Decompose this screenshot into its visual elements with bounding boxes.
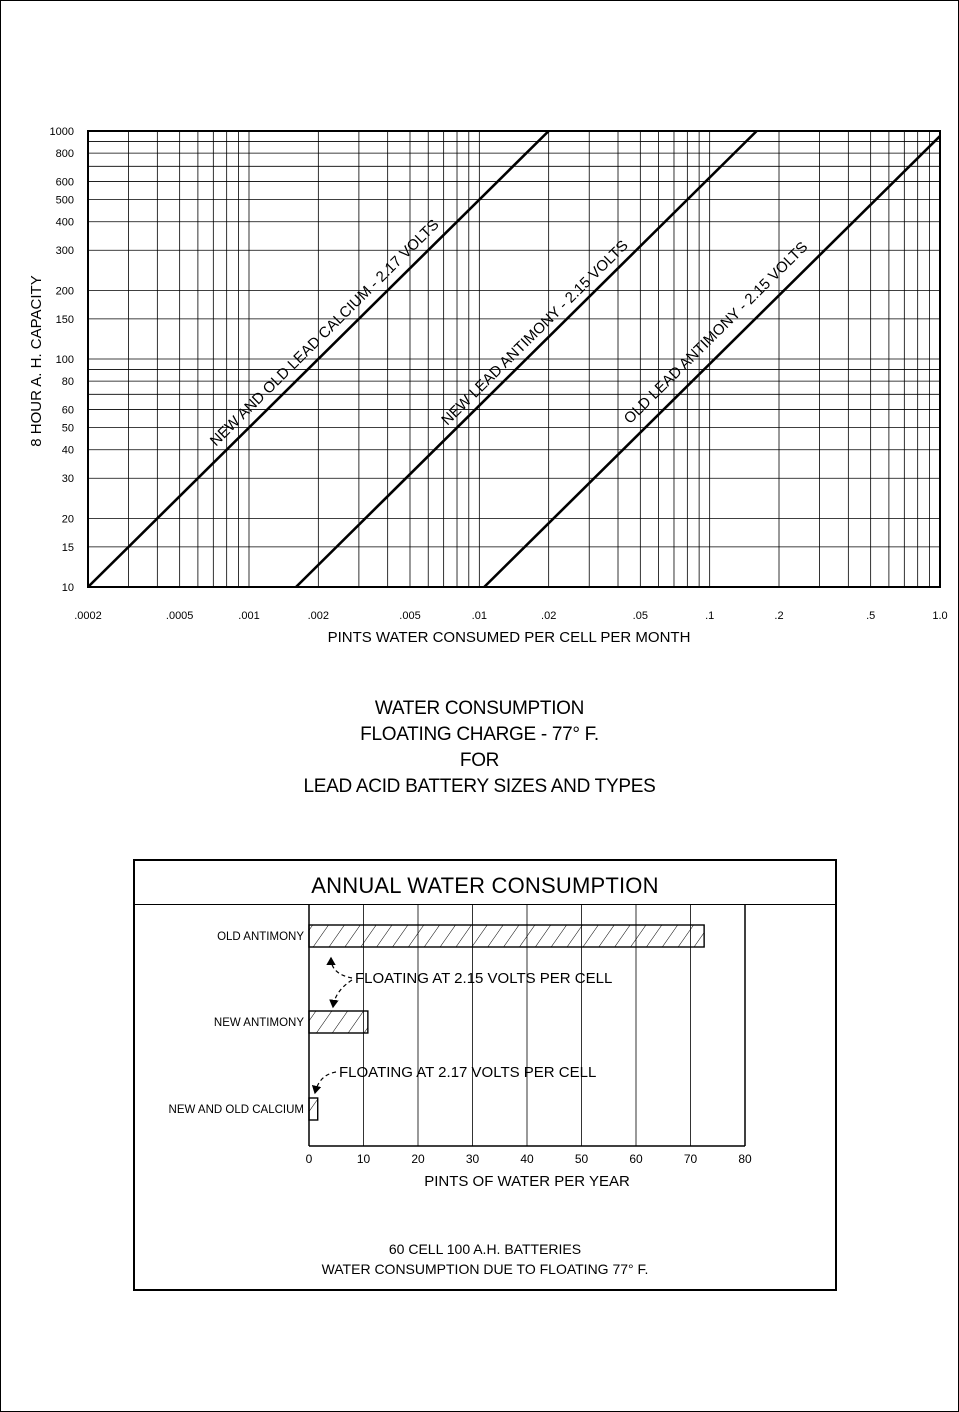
annotation-2-15-volts: FLOATING AT 2.15 VOLTS PER CELL: [355, 970, 612, 987]
y-tick-label: 1000: [50, 126, 74, 138]
y-tick-label: 200: [56, 285, 74, 297]
y-tick-label: 60: [62, 405, 74, 417]
category-label: OLD ANTIMONY: [217, 931, 304, 943]
bar-1: [308, 924, 705, 948]
series-line-1: [87, 130, 550, 588]
bar-3: [308, 1097, 319, 1121]
y-tick-label: 20: [62, 513, 74, 525]
bar-x-tick-label: 30: [466, 1152, 480, 1166]
bar-x-axis-label: PINTS OF WATER PER YEAR: [424, 1173, 630, 1190]
x-tick-label: .2: [774, 610, 783, 622]
y-tick-label: 150: [56, 314, 74, 326]
plot-frame: [87, 130, 941, 588]
bar-x-tick-label: 60: [629, 1152, 643, 1166]
x-tick-label: 1.0: [932, 610, 947, 622]
annual-consumption-panel: ANNUAL WATER CONSUMPTION OLD ANTIMONY NEW…: [133, 859, 837, 1291]
series-line-2: [295, 130, 758, 588]
x-tick-label: .0005: [166, 610, 194, 622]
bar-x-tick-label: 0: [306, 1152, 313, 1166]
y-tick-label: 300: [56, 245, 74, 257]
caption-line-1: WATER CONSUMPTION: [374, 698, 585, 719]
y-tick-label: 30: [62, 473, 74, 485]
x-tick-label: .05: [633, 610, 648, 622]
bar-x-tick-label: 20: [411, 1152, 425, 1166]
y-tick-label: 50: [62, 423, 74, 435]
footer-line-2: WATER CONSUMPTION DUE TO FLOATING 77° F.: [321, 1261, 649, 1277]
y-tick-label: 500: [56, 195, 74, 207]
bar-chart: OLD ANTIMONY NEW ANTIMONY NEW AND OLD CALC…: [169, 904, 752, 1190]
annotation-arrow-calcium: [311, 1071, 337, 1095]
bar-x-tick-label: 50: [575, 1152, 589, 1166]
annotation-2-17-volts: FLOATING AT 2.17 VOLTS PER CELL: [339, 1064, 596, 1081]
bar-chart-title: ANNUAL WATER CONSUMPTION: [311, 873, 659, 898]
bar-x-tick-label: 10: [357, 1152, 371, 1166]
category-label: NEW AND OLD CALCIUM: [169, 1104, 304, 1116]
x-tick-label: .001: [238, 610, 259, 622]
y-tick-label: 600: [56, 177, 74, 189]
x-tick-label: .005: [399, 610, 420, 622]
y-tick-label: 40: [62, 445, 74, 457]
y-tick-label: 10: [62, 582, 74, 594]
x-tick-label: .0002: [74, 610, 102, 622]
series-label-3: OLD LEAD ANTIMONY - 2.15 VOLTS: [621, 239, 812, 428]
y-axis-label: 8 HOUR A. H. CAPACITY: [28, 275, 45, 446]
footer-line-1: 60 CELL 100 A.H. BATTERIES: [388, 1241, 582, 1257]
annotation-arrow-up: [326, 956, 353, 979]
x-tick-label: .5: [866, 610, 875, 622]
bar-x-tick-label: 40: [520, 1152, 534, 1166]
caption-line-2: FLOATING CHARGE - 77° F.: [360, 724, 599, 745]
y-tick-label: 15: [62, 542, 74, 554]
title-divider: [135, 904, 835, 905]
y-tick-label: 80: [62, 376, 74, 388]
y-tick-label: 100: [56, 354, 74, 366]
series-label-2: NEW LEAD ANTIMONY - 2.15 VOLTS: [438, 237, 631, 429]
category-label: NEW ANTIMONY: [214, 1017, 304, 1029]
bar-x-tick-label: 80: [738, 1152, 752, 1166]
caption-line-3: FOR: [459, 750, 500, 771]
bar-x-tick-label: 70: [684, 1152, 698, 1166]
log-log-chart: .0002 .0005 .001 .002 .005 .01 .02 .05 .1 .2 .5 1.0…: [28, 126, 948, 646]
x-tick-label: .1: [705, 610, 714, 622]
caption-line-4: LEAD ACID BATTERY SIZES AND TYPES: [303, 776, 656, 797]
annotation-arrow-down: [329, 979, 353, 1009]
series-line-3: [483, 135, 941, 588]
x-tick-label: .02: [541, 610, 556, 622]
x-tick-label: .01: [472, 610, 487, 622]
bar-2: [308, 1010, 369, 1034]
y-tick-label: 800: [56, 148, 74, 160]
x-axis-label: PINTS WATER CONSUMED PER CELL PER MONTH: [328, 629, 691, 646]
x-tick-label: .002: [308, 610, 329, 622]
y-tick-label: 400: [56, 217, 74, 229]
series-label-1: NEW AND OLD LEAD CALCIUM - 2.17 VOLTS: [207, 216, 443, 450]
